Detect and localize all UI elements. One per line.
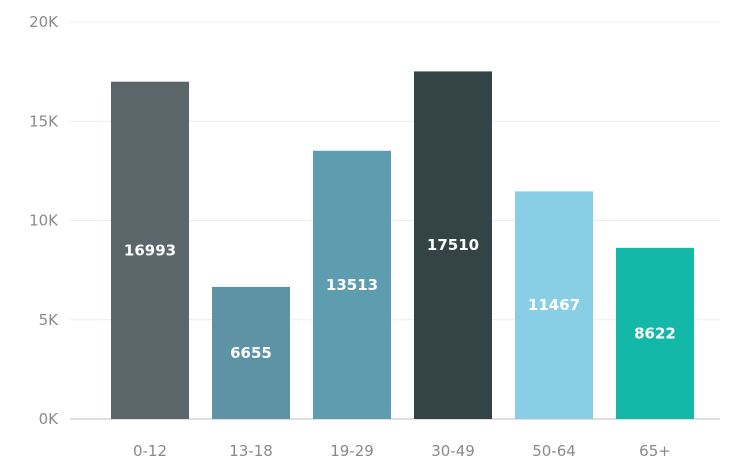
x-tick-label: 65+ <box>639 442 671 460</box>
bar-data-label: 11467 <box>528 296 580 314</box>
bars <box>111 71 694 419</box>
bar-65+[interactable] <box>616 247 694 419</box>
bar-data-label: 16993 <box>124 241 176 259</box>
bar-13-18[interactable] <box>212 286 290 419</box>
bar-30-49[interactable] <box>414 71 492 419</box>
y-axis-ticks: 0K 5K 10K 15K 20K <box>29 13 59 428</box>
bar-data-label: 8622 <box>634 324 676 342</box>
bar-data-label: 17510 <box>427 236 479 254</box>
bar-data-label: 13513 <box>326 276 378 294</box>
y-tick-label: 0K <box>39 410 60 428</box>
x-tick-label: 0-12 <box>133 442 167 460</box>
y-tick-label: 5K <box>39 311 60 329</box>
y-tick-label: 15K <box>29 112 59 130</box>
x-tick-label: 50-64 <box>532 442 576 460</box>
bar-data-label: 6655 <box>230 344 272 362</box>
bar-19-29[interactable] <box>313 150 391 419</box>
x-tick-label: 19-29 <box>330 442 374 460</box>
x-axis-ticks: 0-12 13-18 19-29 30-49 50-64 65+ <box>133 442 671 460</box>
bar-50-64[interactable] <box>515 191 593 419</box>
y-tick-label: 20K <box>29 13 59 31</box>
x-tick-label: 30-49 <box>431 442 475 460</box>
y-tick-label: 10K <box>29 212 59 230</box>
bar-0-12[interactable] <box>111 81 189 419</box>
bar-data-labels: 16993 6655 13513 17510 11467 8622 <box>124 236 676 362</box>
x-tick-label: 13-18 <box>229 442 273 460</box>
